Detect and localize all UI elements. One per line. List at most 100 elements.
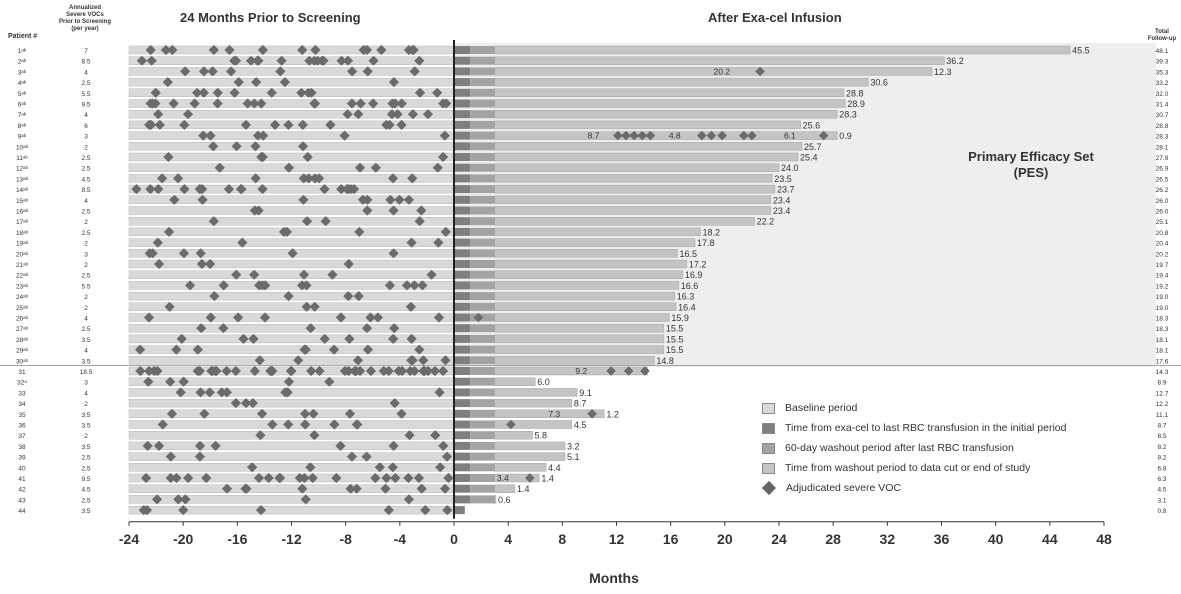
voc-marker	[309, 430, 320, 441]
voc-marker	[209, 291, 220, 302]
voc-marker	[319, 333, 330, 344]
voc-marker	[225, 66, 237, 77]
annualized-rate: 4	[84, 112, 88, 119]
segment-after-washout	[494, 195, 772, 205]
voc-marker	[343, 291, 354, 302]
segment-after-washout	[494, 249, 678, 258]
total-followup: 26.5	[1156, 176, 1169, 183]
patient-id: 28ᵃᵇ	[16, 337, 29, 344]
voc-marker	[154, 119, 165, 130]
baseline-bar	[128, 441, 455, 451]
x-tick-label: -12	[281, 531, 301, 547]
chart-title-right: After Exa-cel Infusion	[708, 10, 842, 25]
voc-marker	[175, 387, 186, 398]
voc-marker	[165, 451, 176, 462]
segment-to-last-rbc	[454, 313, 471, 322]
patient-id: 43	[18, 497, 26, 504]
patient-id: 13ᵃᵇ	[16, 176, 29, 183]
total-followup: 19.2	[1156, 283, 1169, 290]
voc-marker	[370, 472, 381, 484]
patient-id: 18ᵃᵇ	[16, 230, 29, 237]
segment-after-washout	[494, 495, 497, 504]
total-followup: 28.1	[1156, 144, 1169, 151]
segment-after-washout	[494, 163, 780, 172]
segment-washout	[470, 452, 495, 461]
voc-marker	[328, 344, 340, 355]
voc-marker	[265, 365, 276, 377]
voc-marker	[253, 472, 265, 484]
header-annualized: Annualized	[69, 5, 101, 11]
patient-id: 36	[18, 423, 26, 430]
total-followup: 26.0	[1156, 198, 1169, 205]
voc-marker	[208, 141, 219, 152]
voc-marker	[406, 333, 417, 344]
segment-to-last-rbc	[454, 88, 471, 97]
voc-marker	[409, 280, 420, 291]
bar-end-label: 5.1	[567, 452, 580, 462]
voc-marker	[407, 173, 418, 184]
voc-marker	[354, 226, 365, 237]
voc-marker	[414, 344, 425, 355]
total-followup: 33.2	[1156, 80, 1169, 87]
voc-marker	[298, 173, 309, 184]
pes-label: Primary Efficacy Set	[968, 149, 1094, 164]
voc-marker	[287, 248, 298, 259]
legend-label: Adjudicated severe VOC	[786, 482, 901, 494]
voc-marker	[140, 472, 152, 484]
segment-washout	[470, 345, 495, 354]
baseline-bar	[128, 152, 455, 162]
voc-marker	[131, 184, 142, 195]
baseline-bar	[128, 131, 455, 140]
segment-washout	[470, 324, 495, 333]
bar-end-label: 23.4	[773, 195, 791, 205]
total-followup: 6.3	[1157, 476, 1166, 483]
bar-end-label: 23.4	[773, 206, 791, 216]
segment-to-last-rbc	[454, 163, 471, 172]
annualized-rate: 2	[84, 144, 88, 151]
voc-marker	[380, 483, 391, 494]
voc-marker	[189, 98, 200, 109]
baseline-bar	[128, 56, 455, 65]
voc-marker	[210, 440, 221, 451]
bar-end-label: 25.6	[803, 120, 821, 130]
bar-end-label: 23.5	[774, 174, 792, 184]
segment-washout	[470, 484, 495, 493]
segment-to-last-rbc	[454, 238, 471, 247]
voc-marker	[320, 216, 331, 227]
annualized-rate: 2.5	[81, 230, 90, 237]
patient-id: 38	[18, 444, 26, 451]
voc-marker	[300, 494, 311, 505]
x-tick-label: 0	[450, 531, 458, 547]
segment-after-washout	[494, 409, 605, 418]
segment-to-last-rbc	[454, 281, 471, 290]
segment-after-washout	[494, 184, 776, 194]
segment-to-last-rbc	[454, 356, 471, 365]
voc-marker	[389, 398, 400, 409]
annualized-rate: 2.5	[81, 273, 90, 280]
voc-marker	[297, 483, 308, 494]
segment-washout	[470, 110, 495, 119]
voc-marker	[195, 248, 206, 259]
voc-marker	[249, 269, 260, 280]
voc-marker	[194, 451, 205, 462]
voc-marker	[432, 162, 443, 173]
total-followup: 27.9	[1156, 155, 1169, 162]
voc-marker	[237, 237, 248, 248]
voc-marker	[152, 237, 163, 248]
voc-marker	[255, 505, 267, 516]
x-tick-label: 16	[663, 531, 679, 547]
voc-marker	[178, 248, 190, 259]
voc-marker	[442, 505, 453, 516]
legend-label: Time from washout period to data cut or …	[785, 462, 1031, 474]
voc-marker	[370, 162, 381, 173]
voc-marker	[285, 365, 296, 377]
voc-marker	[404, 430, 415, 441]
segment-after-washout	[494, 452, 566, 461]
voc-marker	[205, 258, 216, 270]
x-tick-label: -16	[227, 531, 247, 547]
total-followup: 20.8	[1156, 230, 1169, 237]
voc-marker	[327, 269, 338, 280]
annualized-rate: 3.5	[81, 444, 90, 451]
voc-marker	[309, 301, 320, 312]
voc-marker	[388, 333, 399, 344]
